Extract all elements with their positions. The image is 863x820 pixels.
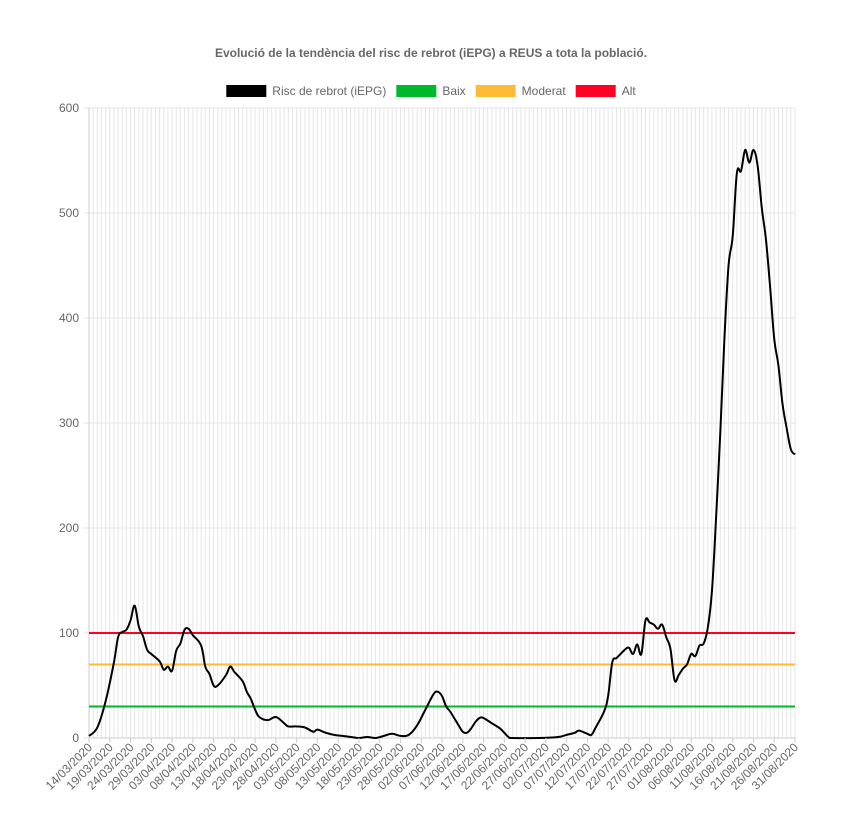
gridlines xyxy=(84,107,796,739)
legend-swatch xyxy=(396,85,437,97)
y-tick-label: 200 xyxy=(59,521,79,535)
series-line-iepg xyxy=(88,148,796,740)
legend-label: Risc de rebrot (iEPG) xyxy=(272,84,386,98)
x-axis-ticks: 14/03/202019/03/202024/03/202029/03/2020… xyxy=(43,738,801,793)
legend-item-moderat[interactable]: Moderat xyxy=(475,84,567,98)
legend-swatch xyxy=(226,85,267,97)
threshold-lines xyxy=(89,632,795,708)
legend-swatch xyxy=(575,85,616,97)
y-tick-label: 600 xyxy=(59,101,79,115)
legend-item-risc-de-rebrot-iepg-[interactable]: Risc de rebrot (iEPG) xyxy=(226,84,386,98)
legend-label: Moderat xyxy=(522,84,567,98)
legend-label: Alt xyxy=(622,84,637,98)
y-tick-label: 500 xyxy=(59,206,79,220)
y-tick-label: 300 xyxy=(59,416,79,430)
legend-item-baix[interactable]: Baix xyxy=(396,84,466,98)
legend-label: Baix xyxy=(442,84,465,98)
legend[interactable]: Risc de rebrot (iEPG) Baix Moderat Alt xyxy=(226,84,636,98)
legend-item-alt[interactable]: Alt xyxy=(575,84,637,98)
y-tick-label: 0 xyxy=(72,731,79,745)
y-axis-ticks: 0 100 200 300 400 500 600 xyxy=(59,101,79,745)
legend-swatch xyxy=(475,85,516,97)
y-tick-label: 400 xyxy=(59,311,79,325)
y-tick-label: 100 xyxy=(59,626,79,640)
series-line-group xyxy=(88,148,796,740)
chart-title: Evolució de la tendència del risc de reb… xyxy=(215,46,647,60)
